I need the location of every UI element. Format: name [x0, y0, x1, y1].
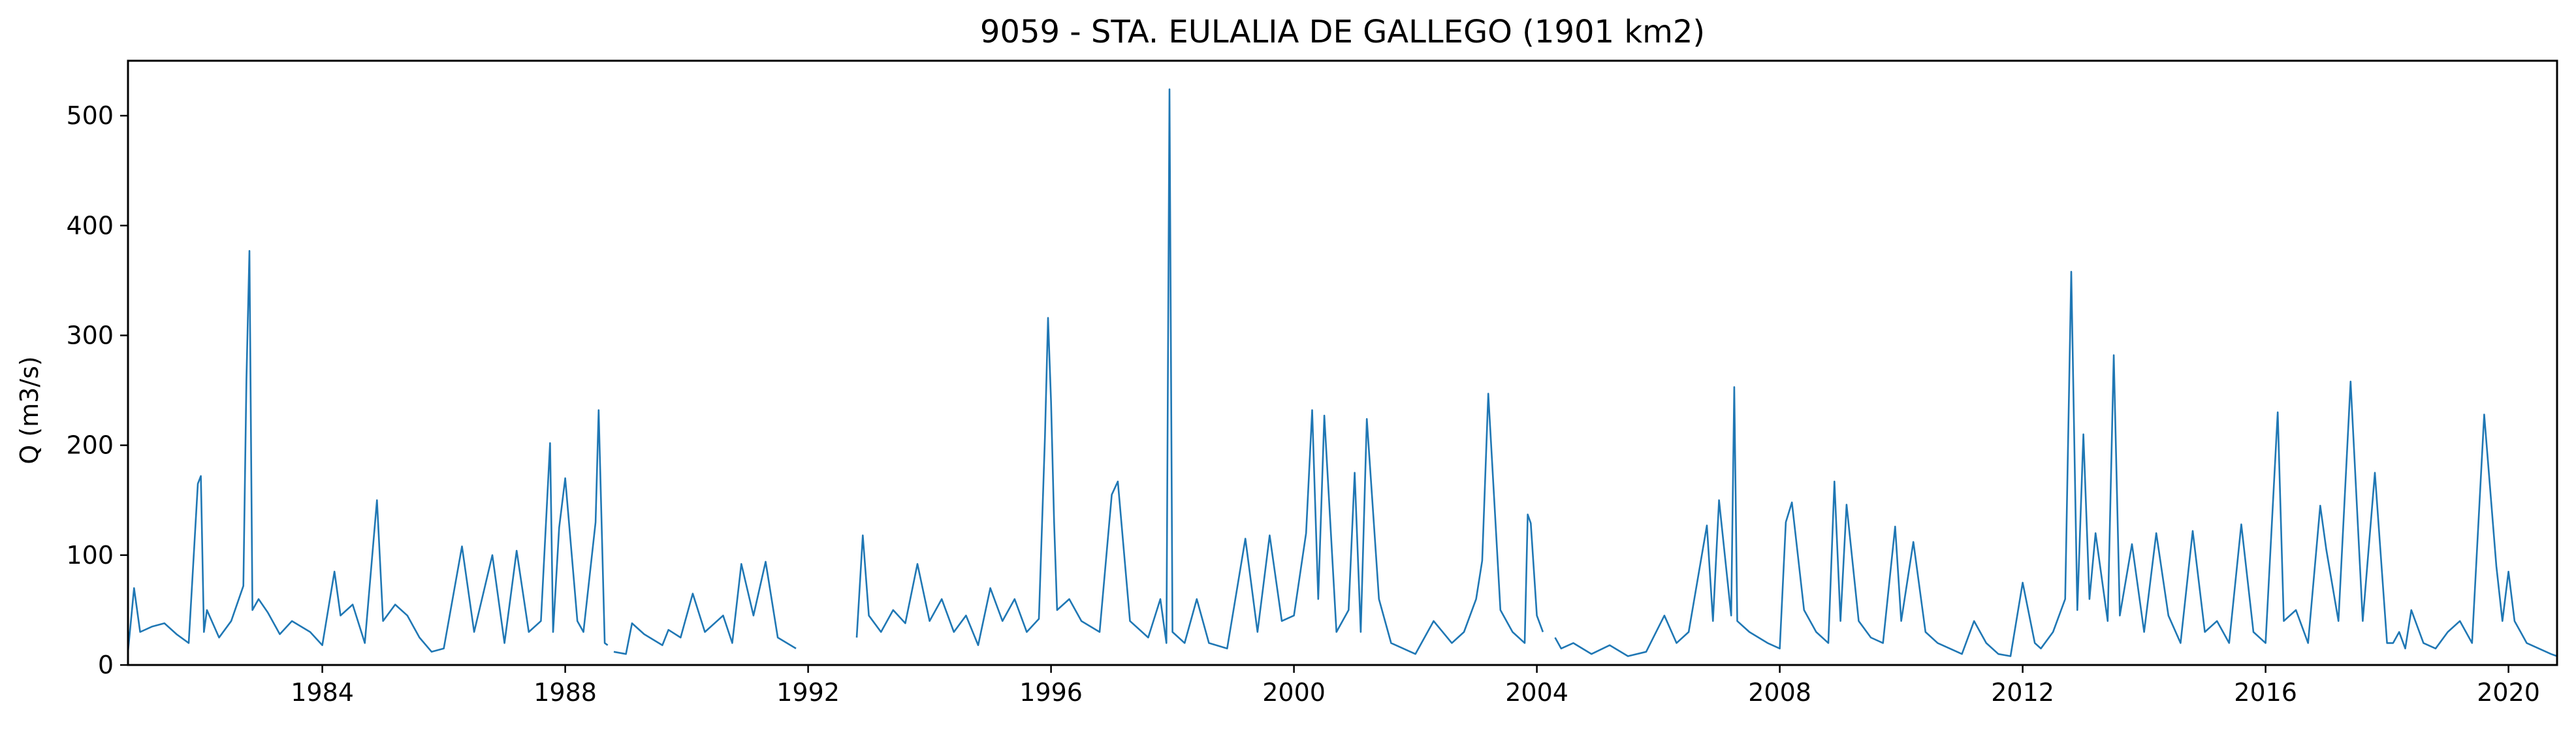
y-tick-label: 100	[66, 541, 114, 570]
discharge-line-segment-4	[1554, 270, 2557, 657]
y-axis-label: Q (m3/s)	[15, 356, 44, 464]
axes-layer: 1984 1988 1992 1996 2000 2004 2008 2012 2016 2020…	[66, 101, 2539, 707]
x-tick-label: 2016	[2234, 678, 2297, 707]
x-tick-label: 2000	[1262, 678, 1326, 707]
y-tick-label: 400	[66, 211, 114, 240]
series-layer	[128, 88, 2557, 657]
x-tick-label: 1992	[776, 678, 840, 707]
y-tick-label: 200	[66, 431, 114, 460]
x-tick-label: 1996	[1019, 678, 1083, 707]
x-tick-label: 2020	[2477, 678, 2540, 707]
x-tick-label: 2004	[1505, 678, 1568, 707]
y-tick-label: 300	[66, 321, 114, 349]
x-tick-label: 2008	[1748, 678, 1811, 707]
x-tick-label: 2012	[1991, 678, 2054, 707]
discharge-line-segment-1	[128, 250, 609, 653]
y-tick-label: 0	[98, 651, 114, 679]
y-tick-label: 500	[66, 101, 114, 130]
discharge-line-segment-3	[855, 88, 1544, 655]
discharge-line-segment-2	[613, 560, 797, 655]
chart-title: 9059 - STA. EULALIA DE GALLEGO (1901 km2…	[980, 14, 1705, 50]
x-tick-label: 1984	[291, 678, 354, 707]
x-tick-label: 1988	[533, 678, 597, 707]
plot-area-frame	[127, 59, 2558, 666]
